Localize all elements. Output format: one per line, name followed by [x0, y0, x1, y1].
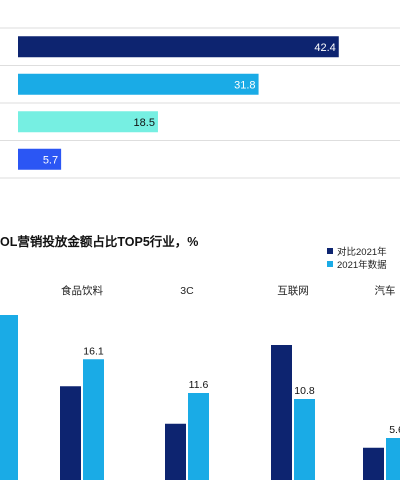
- bar-value-label: 5.7: [43, 154, 58, 166]
- chart-legend: 对比2021年 2021年数据: [327, 244, 387, 271]
- bar-value-label: 18.5: [134, 117, 155, 129]
- horizontal-bar-chart: 42.4 31.8 18.5 5.7: [0, 27, 400, 179]
- bar-value-label: 10.8: [294, 385, 315, 397]
- bar: [363, 447, 384, 480]
- bar: [83, 359, 104, 480]
- bar-value-label: 16.1: [83, 345, 104, 357]
- bar: [18, 36, 339, 58]
- legend-item-compare: 对比2021年: [327, 244, 387, 258]
- bar: [60, 386, 81, 480]
- chart-title: OL营销投放金额占比TOP5行业，%: [0, 235, 199, 249]
- legend-swatch-compare: [327, 247, 333, 254]
- legend-label-2021: 2021年数据: [337, 259, 387, 271]
- category-label: 互联网: [277, 285, 309, 297]
- category-label: 食品饮料: [61, 284, 103, 297]
- bar: [18, 148, 62, 170]
- bar: [271, 345, 292, 480]
- bar-value-label: 11.6: [189, 379, 209, 391]
- bar: [18, 73, 259, 95]
- bar: [0, 315, 18, 480]
- category-label: 汽车: [375, 284, 396, 297]
- category-label: 3C: [180, 285, 194, 297]
- bar: [386, 438, 400, 480]
- legend-swatch-2021: [327, 260, 333, 267]
- legend-label-compare: 对比2021年: [337, 246, 387, 258]
- bar: [294, 399, 315, 480]
- legend-item-2021: 2021年数据: [327, 257, 387, 271]
- bar: [188, 393, 209, 480]
- bar-value-label: 31.8: [234, 79, 255, 91]
- bar: [18, 111, 158, 133]
- bar-value-label: 42.4: [314, 42, 335, 54]
- bar: [165, 423, 186, 480]
- bar-value-label: 5.6: [389, 424, 400, 436]
- grouped-bar-chart: 食品饮料 3C 互联网 汽车 16.1 11.6 10.8 5.6: [0, 284, 400, 480]
